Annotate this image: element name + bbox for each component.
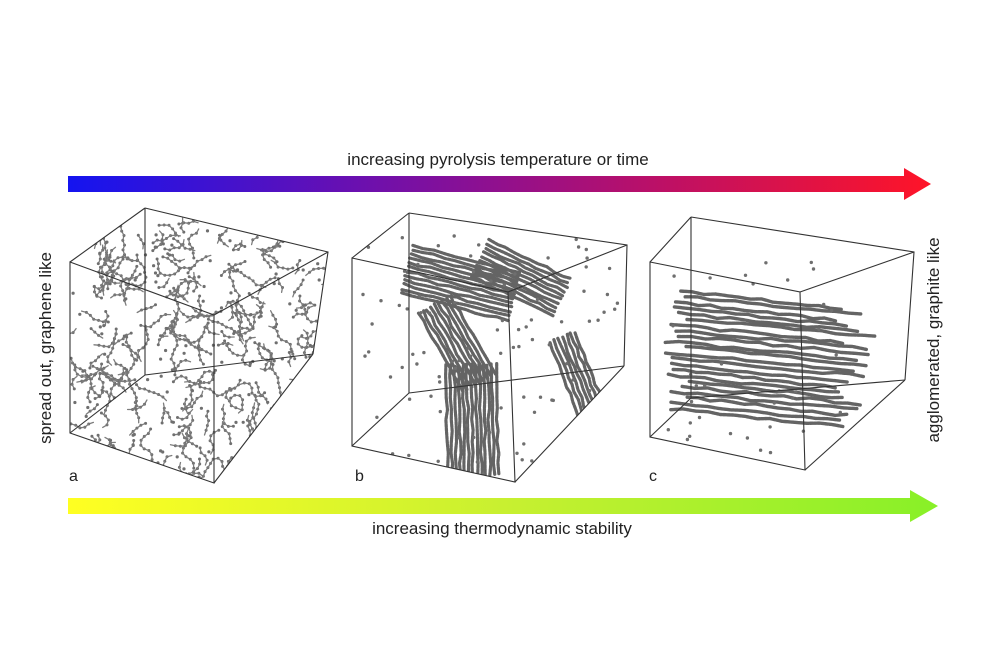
panel-c-label: c (649, 468, 657, 485)
bottom-arrow-label: increasing thermodynamic stability (372, 519, 632, 538)
panel-c-cube (649, 216, 915, 471)
panel-a-label: a (69, 468, 78, 485)
panel-b: b (351, 212, 628, 485)
left-side-label: spread out, graphene like (36, 252, 55, 444)
bottom-gradient-arrow (68, 490, 938, 522)
panel-c: c (649, 216, 915, 485)
top-gradient-arrow (68, 168, 931, 200)
panel-a-cube (69, 207, 329, 484)
panel-b-structure (353, 216, 626, 481)
panel-c-structure (663, 219, 896, 467)
panel-a-structure (70, 208, 328, 483)
panel-b-cube (351, 212, 628, 483)
right-side-label: agglomerated, graphite like (924, 237, 943, 442)
top-arrow-label: increasing pyrolysis temperature or time (347, 150, 648, 169)
panel-a: a (69, 207, 329, 485)
panel-b-label: b (355, 468, 364, 485)
